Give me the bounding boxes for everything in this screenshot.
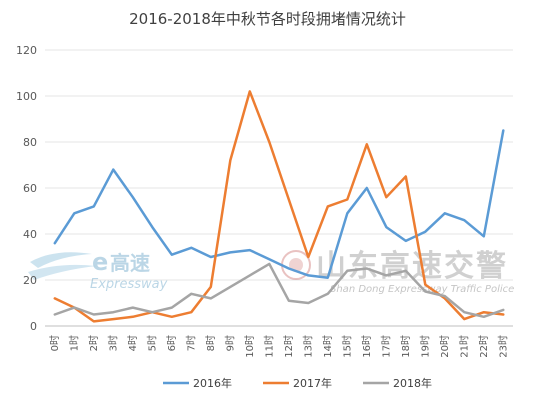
x-tick-label: 10时 bbox=[244, 335, 256, 358]
x-tick-label: 9时 bbox=[224, 335, 236, 351]
expressway-logo: e 高速 Expressway bbox=[28, 248, 168, 292]
x-tick-label: 16时 bbox=[361, 335, 373, 358]
y-tick-label: 60 bbox=[23, 182, 37, 195]
x-tick-label: 21时 bbox=[458, 335, 470, 358]
logo-swoosh-2 bbox=[28, 264, 96, 280]
series-line-0 bbox=[53, 129, 505, 279]
x-tick-label: 12时 bbox=[283, 335, 295, 358]
x-tick-label: 2时 bbox=[88, 335, 100, 351]
y-tick-label: 100 bbox=[16, 90, 37, 103]
watermark-layer: e 高速 Expressway 山东高速交警 Shan Dong Express… bbox=[28, 248, 514, 295]
series-layer bbox=[53, 90, 505, 323]
series-line-2 bbox=[53, 262, 505, 319]
chart-title: 2016-2018年中秋节各时段拥堵情况统计 bbox=[129, 10, 406, 28]
x-tick-label: 0时 bbox=[49, 335, 61, 351]
logo-e-text: e bbox=[92, 248, 108, 276]
x-tick-label: 4时 bbox=[127, 335, 139, 351]
x-tick-label: 14时 bbox=[322, 335, 334, 358]
y-tick-label: 120 bbox=[16, 44, 37, 57]
x-tick-label: 11时 bbox=[263, 335, 275, 358]
y-tick-label: 20 bbox=[23, 274, 37, 287]
logo-expressway-text: Expressway bbox=[90, 277, 168, 292]
x-tick-label: 23时 bbox=[497, 335, 509, 358]
legend-layer: 2016年 2017年 2018年 bbox=[163, 376, 432, 390]
legend-label-0: 2016年 bbox=[193, 376, 232, 390]
x-tick-label: 5时 bbox=[146, 335, 158, 351]
y-tick-label: 80 bbox=[23, 136, 37, 149]
x-tick-label: 6时 bbox=[166, 335, 178, 351]
legend-label-1: 2017年 bbox=[293, 376, 332, 390]
x-tick-label: 15时 bbox=[341, 335, 353, 358]
legend-label-2: 2018年 bbox=[393, 376, 432, 390]
x-tick-label: 1时 bbox=[68, 335, 80, 351]
x-tick-label: 18时 bbox=[400, 335, 412, 358]
x-tick-label: 8时 bbox=[205, 335, 217, 351]
y-tick-label: 40 bbox=[23, 228, 37, 241]
x-tick-label: 13时 bbox=[302, 335, 314, 358]
series-line-1 bbox=[53, 90, 505, 323]
x-tick-label: 7时 bbox=[185, 335, 197, 351]
x-tick-label: 22时 bbox=[478, 335, 490, 358]
y-tick-label: 0 bbox=[30, 320, 37, 333]
x-tick-label: 20时 bbox=[439, 335, 451, 358]
x-tick-label: 19时 bbox=[419, 335, 431, 358]
axis-layer: 0 20 40 60 80 100 120 0时 1时 2时 3时 4时 5时 6时 7时 8时 9时 10时 11… bbox=[16, 44, 509, 358]
x-tick-label: 3时 bbox=[107, 335, 119, 351]
x-tick-label: 17时 bbox=[380, 335, 392, 358]
police-logo-cn-text: 山东高速交警 bbox=[316, 249, 508, 284]
logo-gaosu-text: 高速 bbox=[110, 251, 150, 275]
logo-swoosh bbox=[30, 252, 92, 268]
